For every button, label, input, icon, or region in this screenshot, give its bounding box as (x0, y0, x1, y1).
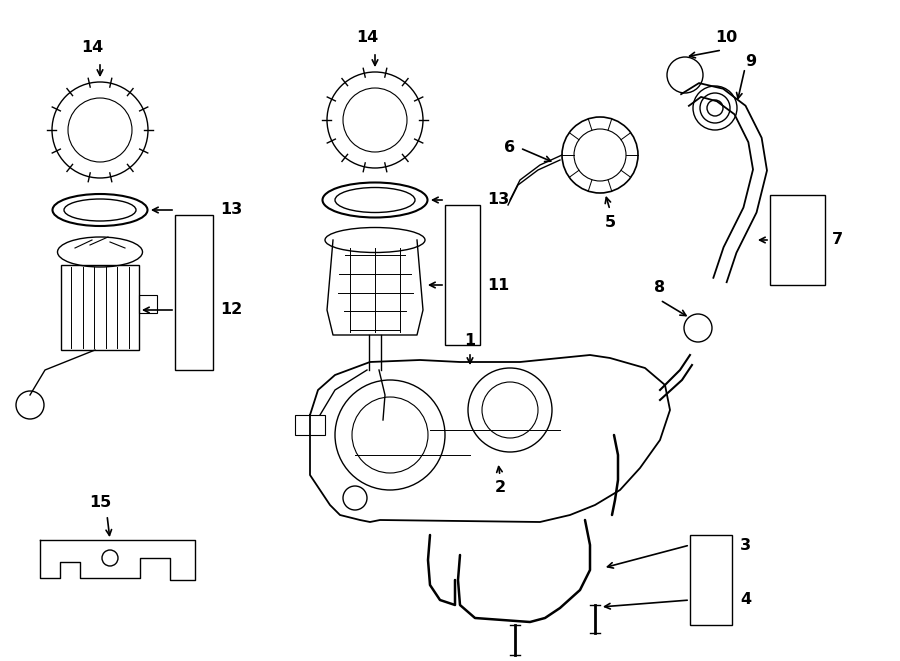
Text: 14: 14 (81, 40, 104, 55)
Text: 9: 9 (745, 54, 756, 69)
Text: 1: 1 (464, 333, 475, 348)
Text: 15: 15 (89, 495, 111, 510)
Bar (61, 265, 139, 350)
Bar (690, 535, 732, 625)
Text: 6: 6 (504, 141, 515, 155)
Text: 13: 13 (487, 192, 509, 208)
Text: 3: 3 (740, 537, 752, 553)
Text: 12: 12 (220, 303, 242, 317)
Text: 13: 13 (220, 202, 242, 217)
Bar (139, 295, 157, 313)
Text: 5: 5 (605, 215, 616, 230)
Text: 4: 4 (740, 592, 752, 607)
Text: 10: 10 (715, 30, 737, 45)
Text: 11: 11 (487, 278, 509, 293)
Text: 8: 8 (654, 280, 666, 295)
Text: 2: 2 (494, 480, 506, 495)
Bar (770, 195, 825, 285)
Bar (295, 415, 325, 435)
Bar (175, 215, 213, 370)
Text: 14: 14 (356, 30, 378, 45)
Bar (445, 205, 480, 345)
Text: 7: 7 (832, 233, 843, 247)
